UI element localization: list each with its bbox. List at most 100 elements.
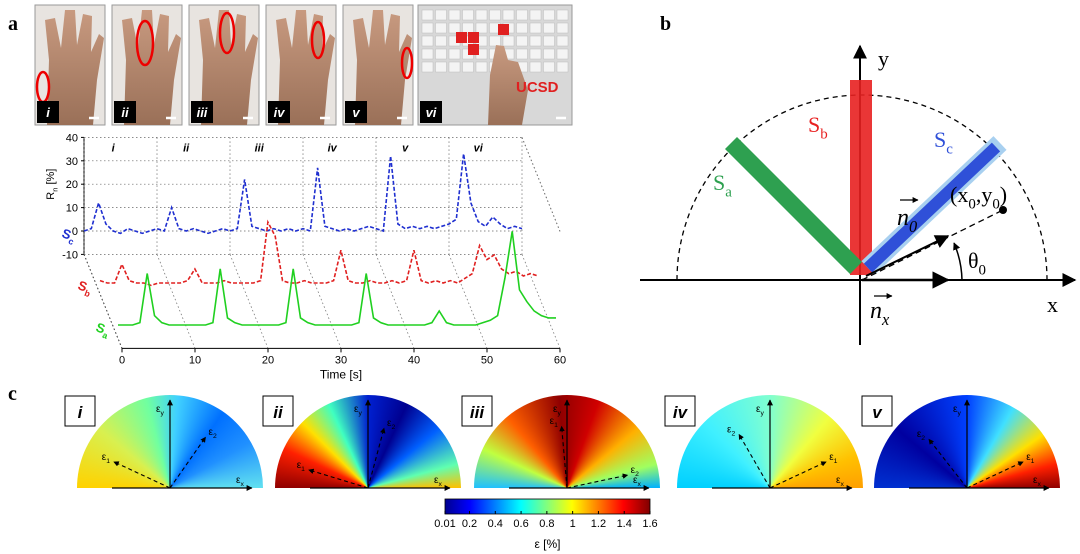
strain-plot: iv ε1 ε2 εy εx <box>664 395 853 491</box>
key <box>435 61 447 73</box>
key <box>502 9 515 21</box>
key-highlight <box>456 32 467 43</box>
key <box>529 35 542 47</box>
series-line <box>118 231 556 326</box>
colorbar-tick-label: 1.2 <box>591 518 606 530</box>
key <box>489 9 501 21</box>
grid-line <box>83 254 123 349</box>
axis-symbol: ε1 <box>297 460 305 473</box>
photo: i <box>34 4 106 126</box>
x-tick-label: 30 <box>335 354 347 366</box>
angle-label: θ0 <box>968 248 986 279</box>
x-axis-title: Time [s] <box>320 367 362 381</box>
grid-line <box>375 254 415 349</box>
panel-label: c <box>8 383 17 405</box>
y-tick-label: 0 <box>72 226 78 238</box>
key <box>475 9 488 21</box>
axis-symbol: εx <box>633 475 641 488</box>
y-axis-title: Rn [%] <box>45 169 59 200</box>
grid-line <box>521 254 561 349</box>
axis-symbol: εy <box>553 404 561 417</box>
axis-symbol: εx <box>836 475 844 488</box>
key <box>475 61 488 73</box>
plot-tag <box>664 395 696 427</box>
key <box>448 48 461 60</box>
key <box>556 35 569 47</box>
photo-tag-label: ii <box>121 105 129 120</box>
photo-tag-label: iii <box>197 105 208 120</box>
photo: iv <box>265 4 337 126</box>
highlight <box>135 19 155 67</box>
key <box>543 48 555 60</box>
axis-symbol: εy <box>156 404 164 417</box>
strain-plot: ii ε1 ε2 εy εx <box>262 395 451 491</box>
plot-tag <box>64 395 96 427</box>
key <box>489 35 501 47</box>
key <box>462 61 474 73</box>
plot-tag-label: ii <box>273 403 284 422</box>
panel-label: a <box>8 13 18 35</box>
axis-symbol: εx <box>1033 475 1041 488</box>
photo-tag <box>114 101 136 123</box>
x-tick-label: 50 <box>481 354 493 366</box>
axis-label: y <box>878 46 889 71</box>
grid-line <box>229 254 269 349</box>
hand <box>45 10 104 125</box>
axis-symbol: ε2 <box>387 418 395 431</box>
grid-line <box>302 254 342 349</box>
hand <box>122 10 181 125</box>
principal-arrow <box>966 461 1024 489</box>
axis-symbol: εy <box>354 404 362 417</box>
y-tick-label: 30 <box>66 156 78 168</box>
principal-arrow <box>367 427 386 489</box>
colorbar-tick-label: 0.4 <box>488 518 503 530</box>
key <box>448 9 461 21</box>
axis-line <box>521 137 561 232</box>
colorbar-tick-label: 0.8 <box>539 518 554 530</box>
principal-arrow <box>769 461 827 489</box>
plot-tag-label: v <box>872 403 883 422</box>
key <box>556 9 569 21</box>
series-label: Sb <box>75 277 95 299</box>
plot-tag <box>861 395 893 427</box>
x-tick-label: 60 <box>554 354 566 366</box>
column-label: iv <box>328 142 338 154</box>
point-label: (x0,y0) <box>950 182 1007 213</box>
vector-label: n0 <box>897 205 917 236</box>
column-label: i <box>112 142 116 154</box>
colorbar-tick-label: 0.2 <box>462 518 477 530</box>
strain-plot: v ε1 ε2 εy εx <box>861 395 1050 491</box>
key <box>516 35 528 47</box>
plot-tag <box>262 395 294 427</box>
plot-tag-label: i <box>78 403 84 422</box>
colorbar-scale: 0.01 0.2 0.4 0.6 0.8 1 1.2 1.4 1.6 ε [%] <box>434 498 658 551</box>
key <box>502 35 515 47</box>
axis-symbol: εx <box>236 475 244 488</box>
strain-plot: i ε1 ε2 εy εx <box>64 395 253 491</box>
photo-tag <box>37 101 59 123</box>
principal-arrow <box>308 468 369 489</box>
key <box>448 22 461 34</box>
key <box>556 61 569 73</box>
key <box>448 61 461 73</box>
photo-tag-label: vi <box>426 105 437 120</box>
photo: UCSD vi <box>417 4 573 126</box>
axis-symbol: ε1 <box>550 416 558 429</box>
vector-label: nx <box>870 298 890 329</box>
x-tick-label: 20 <box>262 354 274 366</box>
key <box>543 61 555 73</box>
key <box>435 35 447 47</box>
point <box>999 206 1007 214</box>
key <box>529 61 542 73</box>
strain-plots: i ε1 ε2 εy εx ii ε1 ε2 εy εx iii ε1 ε2 εy εx iv ε1 ε2 εy εx… <box>64 395 1050 491</box>
hand <box>353 10 412 125</box>
key <box>421 35 434 47</box>
y-tick-label: 40 <box>66 132 78 144</box>
principal-arrow <box>566 473 629 489</box>
colorbar <box>445 499 650 514</box>
x-tick-label: 40 <box>408 354 420 366</box>
series-line <box>83 153 523 235</box>
colorbar-title: ε [%] <box>534 537 560 551</box>
plot-tag <box>461 395 493 427</box>
